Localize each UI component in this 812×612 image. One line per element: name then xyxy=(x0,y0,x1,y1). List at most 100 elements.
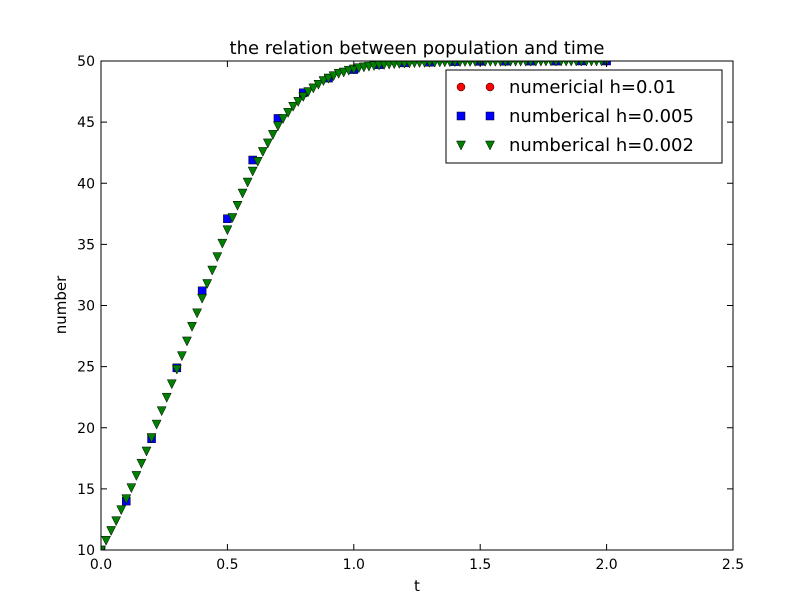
data-point xyxy=(283,108,293,118)
legend-label: numberical h=0.005 xyxy=(509,106,694,127)
data-point xyxy=(217,238,228,249)
x-tick-label: 0.5 xyxy=(216,557,238,573)
data-point xyxy=(156,406,167,417)
data-point xyxy=(405,61,414,69)
data-layer xyxy=(101,61,611,550)
legend-marker xyxy=(456,82,466,92)
data-point xyxy=(288,101,299,112)
data-point xyxy=(136,458,147,469)
y-axis: 10 15 20 25 30 35 40 45 50 xyxy=(77,54,733,559)
data-point xyxy=(446,61,454,68)
data-point xyxy=(527,61,534,67)
x-tick-label: 2.5 xyxy=(722,557,744,573)
data-point xyxy=(323,73,334,84)
data-point xyxy=(441,61,449,68)
y-tick-label: 35 xyxy=(77,237,95,253)
data-point xyxy=(410,61,419,69)
data-point xyxy=(222,225,233,236)
y-tick-label: 15 xyxy=(77,482,95,498)
y-tick-label: 20 xyxy=(77,421,95,437)
data-point xyxy=(338,67,349,78)
data-point xyxy=(197,286,207,296)
data-point xyxy=(512,61,519,67)
data-point xyxy=(502,61,509,67)
data-point xyxy=(451,61,459,68)
x-axis-label: t xyxy=(414,577,420,595)
data-point xyxy=(176,351,187,362)
data-point xyxy=(101,545,106,550)
x-axis: 0.0 0.5 1.0 1.5 2.0 2.5 xyxy=(90,61,744,573)
data-point xyxy=(212,252,223,263)
data-point xyxy=(207,265,218,276)
x-tick-label: 1.5 xyxy=(469,557,491,573)
data-point xyxy=(237,188,248,199)
data-point xyxy=(421,61,429,68)
data-point xyxy=(395,61,404,70)
data-point xyxy=(538,61,544,67)
data-point xyxy=(313,79,324,90)
x-tick-label: 0.0 xyxy=(90,557,112,573)
data-point xyxy=(161,392,172,403)
data-point xyxy=(187,322,197,332)
data-point xyxy=(267,130,278,140)
data-point xyxy=(131,471,142,481)
data-point xyxy=(121,494,132,505)
legend-marker xyxy=(485,140,495,151)
data-point xyxy=(416,61,424,69)
data-point xyxy=(192,308,202,319)
data-point xyxy=(101,535,111,546)
legend-marker xyxy=(456,140,466,151)
y-tick-label: 40 xyxy=(77,176,95,192)
data-point xyxy=(262,138,273,149)
data-point xyxy=(166,379,177,390)
data-point xyxy=(116,505,127,516)
data-point xyxy=(497,61,504,67)
data-point xyxy=(151,419,162,430)
y-tick-label: 50 xyxy=(77,54,95,70)
x-tick-label: 2.0 xyxy=(595,557,617,573)
y-tick-label: 45 xyxy=(77,115,95,131)
data-point xyxy=(146,433,157,444)
series-triangle-down xyxy=(101,61,610,550)
data-point xyxy=(532,61,539,67)
data-point xyxy=(390,61,399,70)
data-point xyxy=(400,61,409,69)
data-point xyxy=(197,293,208,304)
data-point xyxy=(467,61,474,68)
data-point xyxy=(482,61,489,67)
legend-marker xyxy=(485,111,495,121)
y-axis-label: number xyxy=(52,275,70,334)
data-point xyxy=(171,364,182,375)
data-point xyxy=(232,201,243,211)
data-point xyxy=(242,177,253,188)
data-point xyxy=(293,97,304,107)
data-point xyxy=(507,61,514,67)
data-point xyxy=(227,213,238,224)
data-point xyxy=(247,166,258,177)
data-point xyxy=(252,156,263,167)
data-point xyxy=(141,446,152,457)
data-point xyxy=(111,516,122,527)
legend-marker xyxy=(485,82,495,92)
data-point xyxy=(182,336,192,347)
data-point xyxy=(456,61,464,68)
data-point xyxy=(431,61,439,68)
data-point xyxy=(257,147,268,158)
data-point xyxy=(273,121,283,132)
data-point xyxy=(492,61,499,67)
data-point xyxy=(462,61,469,68)
data-point xyxy=(328,71,339,82)
legend-label: numberical h=0.002 xyxy=(509,135,694,156)
legend: numericial h=0.01 numberical h=0.005 numbe… xyxy=(445,69,723,164)
data-point xyxy=(106,526,117,536)
data-point xyxy=(202,279,213,290)
data-point xyxy=(308,83,319,94)
data-point xyxy=(303,87,314,98)
data-point xyxy=(318,76,329,87)
data-point xyxy=(436,61,444,68)
data-point xyxy=(517,61,524,67)
x-tick-label: 1.0 xyxy=(343,557,365,573)
chart-title: the relation between population and time xyxy=(230,38,605,59)
data-point xyxy=(298,92,309,103)
